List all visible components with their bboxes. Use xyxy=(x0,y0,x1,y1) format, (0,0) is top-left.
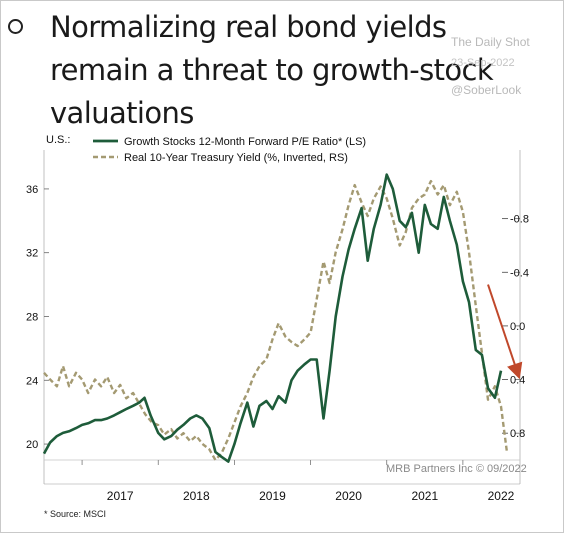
chart-footnote: * Source: MSCI xyxy=(44,509,107,519)
left-axis-tick-label: 28 xyxy=(26,311,38,323)
country-label: U.S.: xyxy=(46,134,71,146)
left-axis-tick-label: 20 xyxy=(26,439,38,451)
left-axis-tick-label: 32 xyxy=(26,248,38,260)
right-axis-tick-label: 0.8 xyxy=(510,428,525,440)
watermark-date: 23-Sep-2022 xyxy=(451,57,515,69)
right-axis-tick-label: -0.4 xyxy=(510,267,529,279)
legend: Growth Stocks 12-Month Forward P/E Ratio… xyxy=(93,136,366,164)
right-axis-tick-label: 0.4 xyxy=(510,375,525,387)
x-axis-tick-label: 2019 xyxy=(259,489,286,503)
chart-credit: MRB Partners Inc © 09/2022 xyxy=(386,463,527,475)
legend-label-growth: Growth Stocks 12-Month Forward P/E Ratio… xyxy=(124,136,366,148)
bullet-icon xyxy=(8,19,23,34)
right-axis-tick-label: 0.0 xyxy=(510,321,525,333)
x-axis-tick-label: 2020 xyxy=(335,489,362,503)
x-axis-tick-label: 2018 xyxy=(183,489,210,503)
growth-pe-line xyxy=(42,173,503,463)
left-axis-tick-label: 36 xyxy=(26,184,38,196)
real-yield-line xyxy=(43,179,509,462)
trend-arrow xyxy=(487,284,523,380)
watermark-source: The Daily Shot xyxy=(451,35,530,49)
right-axis-tick-label: -0.8 xyxy=(510,214,529,226)
x-axis-tick-label: 2021 xyxy=(411,489,438,503)
x-axis-tick-label: 2017 xyxy=(107,489,134,503)
x-axis-tick-label: 2022 xyxy=(488,489,515,503)
legend-label-yield: Real 10-Year Treasury Yield (%, Inverted… xyxy=(124,152,348,164)
left-axis-tick-label: 24 xyxy=(26,375,38,387)
chart-title: Normalizing real bond yields remain a th… xyxy=(50,10,494,130)
watermark-handle: @SoberLook xyxy=(451,83,522,97)
